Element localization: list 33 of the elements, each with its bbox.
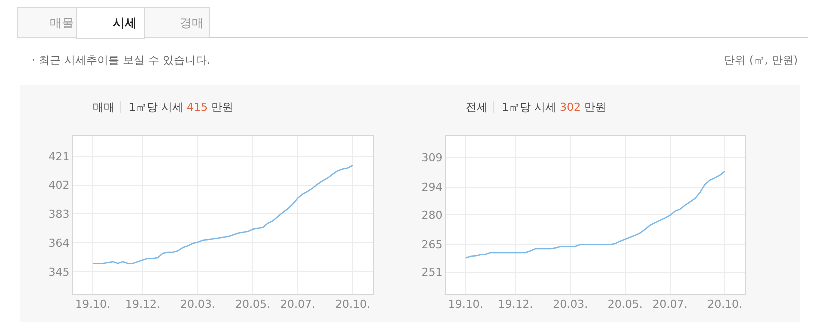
line-series (92, 164, 354, 264)
x-tick-label: 19.12. (126, 298, 160, 312)
y-tick-label: 364 (48, 236, 70, 250)
text: 단위 (㎡, 만원) (724, 54, 798, 67)
x-tick-label: 19.10. (76, 298, 110, 312)
y-tick-label: 265 (422, 238, 443, 252)
line-series (465, 170, 726, 259)
text: · 최근 시세추이를 보실 수 있습니다. (32, 54, 210, 67)
y-tick-label: 345 (48, 266, 70, 279)
x-tick-label: 20.07. (280, 298, 316, 312)
text: 매물 (50, 16, 74, 30)
y-tick-label: 251 (422, 266, 443, 280)
x-tick-label: 20.10. (336, 298, 370, 312)
y-tick-label: 309 (422, 152, 443, 165)
chart-title: 전세 (466, 101, 488, 114)
chart-subtitle: 1㎡당 시세 302 만원 (502, 101, 606, 114)
x-tick-label: 20.03. (180, 298, 216, 312)
x-tick-label: 20.05. (236, 298, 270, 312)
chart-subtitle: 1㎡당 시세 415 만원 (129, 101, 234, 114)
chart-title: 매매 (93, 101, 115, 114)
text: 경매 (180, 16, 204, 30)
y-tick-label: 383 (48, 208, 70, 222)
x-tick-label: 19.12. (498, 298, 534, 312)
x-tick-label: 20.03. (553, 298, 588, 312)
x-tick-label: 20.07. (652, 298, 688, 312)
y-tick-label: 421 (48, 150, 70, 164)
y-tick-label: 294 (422, 181, 443, 194)
y-tick-label: 402 (48, 179, 70, 192)
x-tick-label: 19.10. (448, 298, 484, 312)
y-tick-label: 280 (422, 208, 443, 222)
text: 시세 (113, 16, 137, 30)
x-tick-label: 20.10. (708, 298, 743, 312)
x-tick-label: 20.05. (608, 298, 643, 312)
